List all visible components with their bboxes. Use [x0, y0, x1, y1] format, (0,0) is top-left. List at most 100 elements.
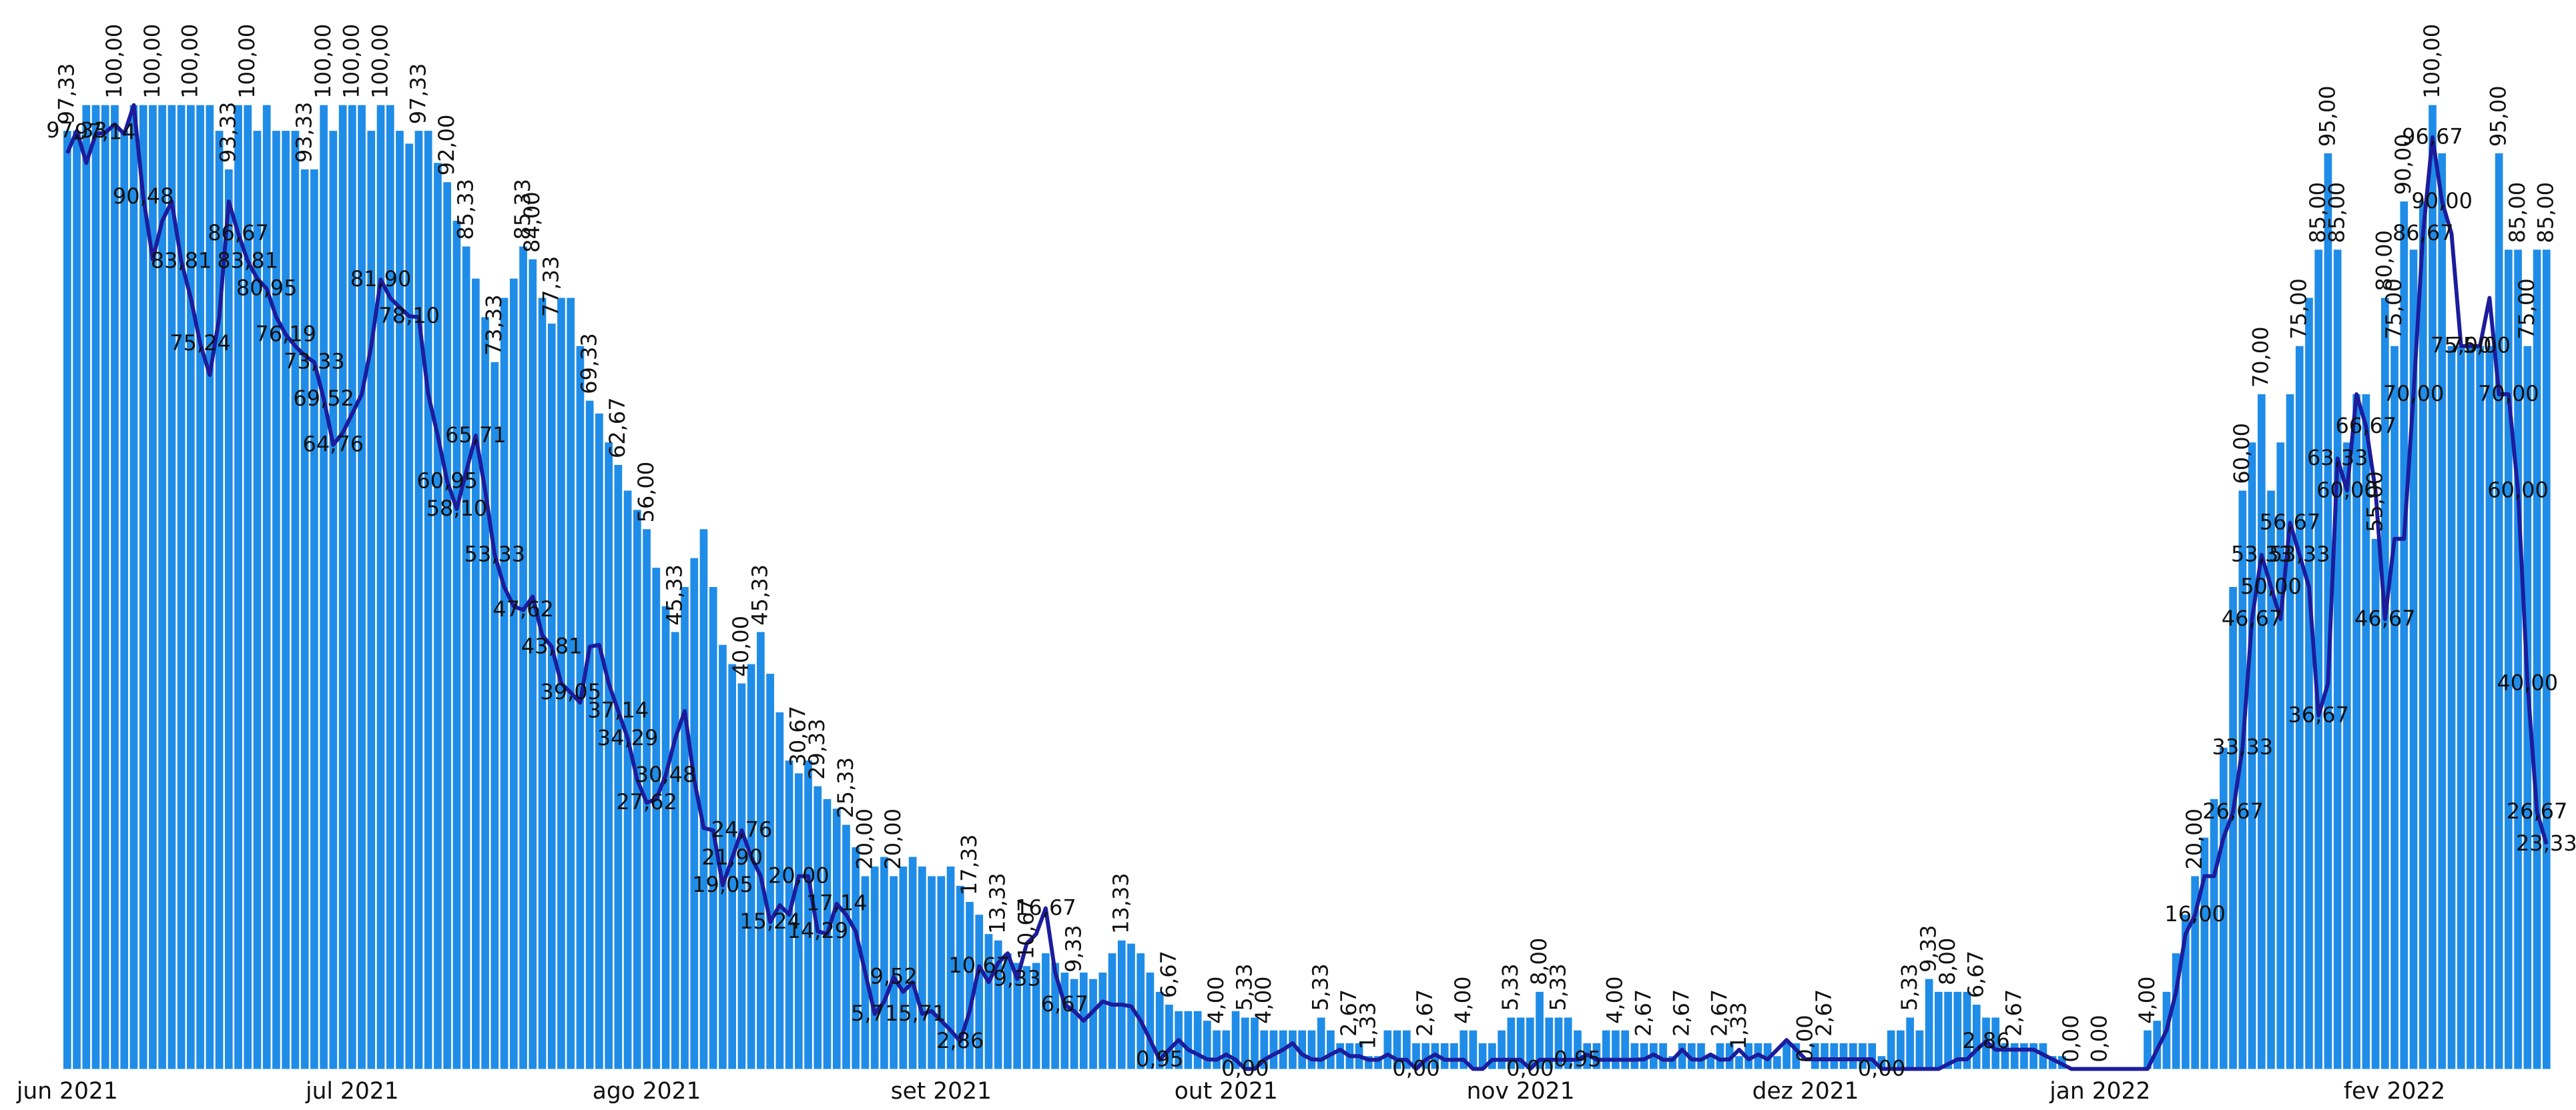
bar — [1155, 991, 1164, 1069]
bar — [2248, 442, 2256, 1069]
bar — [1897, 1030, 1905, 1069]
bar — [1830, 1043, 1839, 1069]
bar — [63, 131, 71, 1069]
bar-value-label: 77,33 — [539, 256, 564, 318]
bar — [1963, 991, 1971, 1069]
line-value-label: 2,86 — [936, 1028, 984, 1053]
bar — [1213, 1030, 1221, 1069]
line-value-label: 75,24 — [170, 330, 231, 356]
bar — [149, 105, 157, 1069]
bar — [880, 857, 888, 1069]
bar-value-label: 20,00 — [852, 808, 877, 870]
line-value-label: 56,67 — [2260, 509, 2321, 534]
bar — [1469, 1030, 1478, 1069]
line-value-label: 83,81 — [217, 247, 278, 273]
bar-value-label: 2,67 — [1412, 989, 1437, 1037]
bar-value-label: 2,67 — [1811, 989, 1837, 1037]
bar — [405, 143, 414, 1069]
line-value-label: 2,86 — [1962, 1028, 2009, 1053]
bar — [424, 131, 432, 1069]
bar — [737, 683, 746, 1069]
bar-value-label: 85,33 — [452, 179, 478, 240]
bar — [1203, 1021, 1211, 1069]
x-tick-label: set 2021 — [891, 1078, 992, 1105]
bar-value-label: 30,67 — [785, 706, 811, 767]
bar-value-label: 85,00 — [2305, 182, 2330, 243]
bar — [1260, 1030, 1269, 1069]
bar — [1298, 1030, 1307, 1069]
line-value-label: 70,00 — [2478, 381, 2539, 406]
bar — [2505, 249, 2513, 1069]
bar — [139, 105, 147, 1069]
bar-value-label: 100,00 — [367, 24, 392, 99]
bar — [681, 587, 689, 1069]
bar — [329, 131, 338, 1069]
bar — [1251, 1017, 1259, 1069]
bar — [2362, 394, 2370, 1069]
bar — [187, 105, 195, 1069]
bar — [2352, 394, 2360, 1069]
bar — [1478, 1043, 1487, 1069]
bar — [2314, 249, 2323, 1069]
bar — [1222, 1030, 1231, 1069]
line-value-label: 5,71 — [898, 1001, 946, 1026]
bar — [2409, 249, 2418, 1069]
bar — [386, 105, 394, 1069]
bar — [946, 867, 955, 1069]
bar-value-label: 2,67 — [1706, 989, 1732, 1037]
line-value-label: 10,67 — [948, 953, 1010, 978]
line-value-label: 83,81 — [151, 247, 212, 273]
bar — [2343, 442, 2351, 1069]
bar — [567, 298, 575, 1069]
bar-value-label: 75,00 — [2514, 278, 2539, 340]
bar — [671, 632, 679, 1069]
bar — [244, 105, 252, 1069]
bar — [1564, 1017, 1572, 1069]
line-value-label: 16,00 — [2164, 901, 2226, 927]
line-value-label: 0,00 — [1221, 1055, 1269, 1081]
bar-value-label: 85,33 — [510, 179, 535, 240]
bar — [1839, 1043, 1848, 1069]
bar-value-label: 0,00 — [1792, 1015, 1817, 1062]
bar — [519, 246, 527, 1069]
bar — [994, 940, 1002, 1069]
bar — [1412, 1043, 1420, 1069]
bar — [1744, 1043, 1753, 1069]
bar — [1630, 1043, 1639, 1069]
bar — [775, 712, 784, 1069]
bar — [224, 169, 233, 1069]
line-value-label: 0,00 — [1392, 1055, 1439, 1081]
line-value-label: 9,33 — [994, 965, 1041, 991]
bar — [1108, 953, 1116, 1069]
line-value-label: 86,67 — [2392, 220, 2454, 245]
bar — [1697, 1043, 1705, 1069]
bar — [1621, 1030, 1629, 1069]
bar — [1364, 1056, 1373, 1069]
bar — [2324, 153, 2332, 1069]
bar — [452, 220, 461, 1069]
bar — [1821, 1043, 1829, 1069]
bar-value-label: 9,33 — [1060, 925, 1086, 973]
bar — [1516, 1017, 1525, 1069]
line-value-label: 0,00 — [1506, 1055, 1554, 1081]
line-value-label: 78,10 — [378, 303, 440, 328]
bar — [804, 760, 812, 1069]
bar — [2229, 587, 2237, 1069]
bar — [1811, 1043, 1819, 1069]
line-value-label: 96,67 — [2402, 124, 2463, 149]
line-value-label: 86,67 — [208, 220, 269, 245]
bar — [956, 885, 964, 1069]
bar — [272, 131, 280, 1069]
line-value-label: 60,00 — [2487, 477, 2549, 502]
line-value-label: 73,33 — [284, 349, 345, 374]
bar — [1393, 1030, 1401, 1069]
bar-value-label: 8,00 — [1526, 938, 1552, 985]
line-value-label: 34,29 — [597, 725, 659, 750]
bar — [310, 169, 318, 1069]
bar-value-label: 8,00 — [1935, 938, 1960, 985]
bar — [1953, 991, 1962, 1069]
bar — [1051, 963, 1059, 1069]
bar — [1887, 1030, 1895, 1069]
bar — [2210, 798, 2218, 1069]
bar-value-label: 95,00 — [2485, 85, 2511, 147]
